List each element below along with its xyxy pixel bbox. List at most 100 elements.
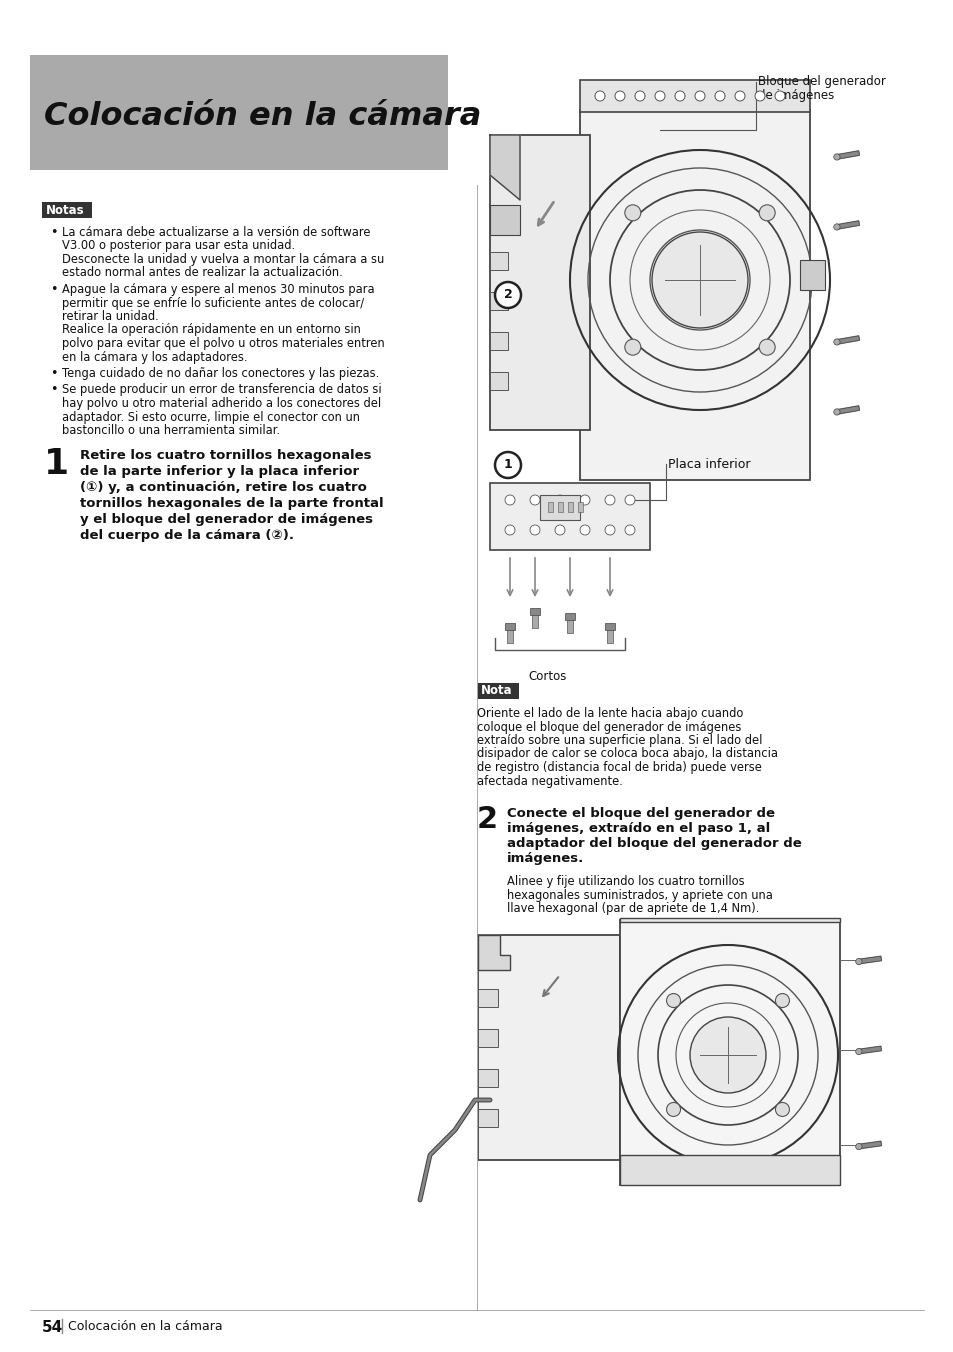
Text: 1: 1 [503,458,512,472]
Text: Alinee y fije utilizando los cuatro tornillos: Alinee y fije utilizando los cuatro torn… [506,875,744,888]
Circle shape [651,233,747,329]
Circle shape [666,994,679,1007]
Text: Placa inferior: Placa inferior [667,458,750,470]
Bar [532,614,537,627]
Bar [558,502,562,512]
Text: tornillos hexagonales de la parte frontal: tornillos hexagonales de la parte fronta… [80,498,383,511]
Text: •: • [50,366,57,380]
Bar [490,292,507,310]
Polygon shape [477,936,510,969]
Text: y el bloque del generador de imágenes: y el bloque del generador de imágenes [80,514,373,526]
Circle shape [754,91,764,101]
Text: 1: 1 [44,448,69,481]
Polygon shape [858,956,881,964]
Circle shape [615,91,624,101]
Circle shape [759,339,775,356]
Bar [564,612,575,621]
Text: (①) y, a continuación, retire los cuatro: (①) y, a continuación, retire los cuatro [80,481,367,495]
Text: extraído sobre una superficie plana. Si el lado del: extraído sobre una superficie plana. Si … [476,734,761,748]
Bar [619,1155,840,1184]
Circle shape [504,525,515,535]
Bar [606,629,613,644]
Bar [490,333,507,350]
Circle shape [855,959,862,965]
Text: Colocación en la cámara: Colocación en la cámara [44,101,481,132]
Circle shape [775,1102,789,1117]
Circle shape [855,1048,862,1055]
Bar [566,619,573,633]
Circle shape [833,224,840,230]
Text: imágenes, extraído en el paso 1, al: imágenes, extraído en el paso 1, al [506,822,769,836]
Text: Bloque del generador: Bloque del generador [758,74,885,88]
Text: •: • [50,384,57,396]
Text: en la cámara y los adaptadores.: en la cámara y los adaptadores. [62,350,247,364]
Text: de imágenes: de imágenes [758,89,833,101]
Circle shape [624,339,640,356]
Text: Retire los cuatro tornillos hexagonales: Retire los cuatro tornillos hexagonales [80,449,371,462]
Text: Colocación en la cámara: Colocación en la cámara [68,1321,222,1333]
Circle shape [833,408,840,415]
Circle shape [666,1102,679,1117]
Bar [604,623,615,630]
Text: adaptador del bloque del generador de: adaptador del bloque del generador de [506,837,801,850]
Polygon shape [836,220,859,230]
Circle shape [624,204,640,220]
Polygon shape [490,135,519,200]
Bar [800,260,824,289]
Bar [477,936,619,1160]
Circle shape [689,1017,765,1092]
Circle shape [504,495,515,506]
Bar [476,683,518,699]
Circle shape [604,495,615,506]
Text: 54: 54 [42,1320,63,1334]
Bar [477,1029,497,1046]
Text: de registro (distancia focal de brida) puede verse: de registro (distancia focal de brida) p… [476,761,761,773]
Bar [530,608,539,615]
Circle shape [530,495,539,506]
Bar [504,623,515,630]
Polygon shape [858,1046,881,1053]
Text: Nota: Nota [480,684,512,698]
Bar [477,1109,497,1128]
Circle shape [714,91,724,101]
Text: adaptador. Si esto ocurre, limpie el conector con un: adaptador. Si esto ocurre, limpie el con… [62,411,359,423]
Text: hay polvo u otro material adherido a los conectores del: hay polvo u otro material adherido a los… [62,397,381,410]
Circle shape [579,495,589,506]
Bar [477,990,497,1007]
Text: Desconecte la unidad y vuelva a montar la cámara a su: Desconecte la unidad y vuelva a montar l… [62,253,384,266]
Circle shape [655,91,664,101]
Circle shape [555,495,564,506]
Text: 2: 2 [503,288,512,301]
Text: Realice la operación rápidamente en un entorno sin: Realice la operación rápidamente en un e… [62,323,360,337]
Circle shape [833,154,840,160]
Bar [490,251,507,270]
Text: polvo para evitar que el polvo u otros materiales entren: polvo para evitar que el polvo u otros m… [62,337,384,350]
Text: •: • [50,283,57,296]
Circle shape [595,91,604,101]
Circle shape [734,91,744,101]
Text: •: • [50,226,57,239]
Polygon shape [836,406,859,414]
Circle shape [624,525,635,535]
Text: Cortos: Cortos [528,671,567,683]
Circle shape [855,1144,862,1149]
Bar [619,918,840,922]
Text: Tenga cuidado de no dañar los conectores y las piezas.: Tenga cuidado de no dañar los conectores… [62,366,379,380]
Text: permitir que se enfríe lo suficiente antes de colocar/: permitir que se enfríe lo suficiente ant… [62,296,364,310]
Circle shape [495,452,520,479]
Bar [578,502,582,512]
Bar [539,495,579,521]
Polygon shape [836,151,859,160]
Bar [490,483,649,550]
Bar [506,629,513,644]
Circle shape [775,994,789,1007]
Bar [567,502,573,512]
Text: Oriente el lado de la lente hacia abajo cuando: Oriente el lado de la lente hacia abajo … [476,707,742,721]
Bar [619,919,840,1184]
Circle shape [635,91,644,101]
Circle shape [579,525,589,535]
Text: del cuerpo de la cámara (②).: del cuerpo de la cámara (②). [80,530,294,542]
Circle shape [695,91,704,101]
Text: de la parte inferior y la placa inferior: de la parte inferior y la placa inferior [80,465,358,479]
Text: Se puede producir un error de transferencia de datos si: Se puede producir un error de transferen… [62,384,381,396]
